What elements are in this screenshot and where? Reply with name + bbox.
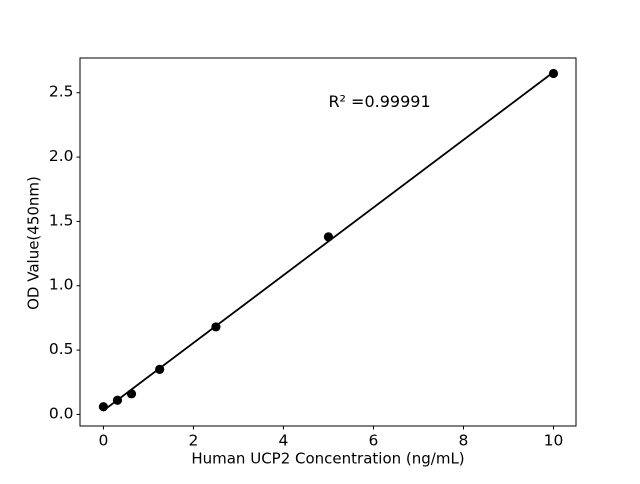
data-point [126,389,137,399]
plot-frame [79,57,577,427]
x-tick-label: 6 [369,432,379,450]
data-point [548,68,559,79]
y-tick-label: 0.5 [49,340,74,358]
x-tick-label: 8 [459,432,469,450]
data-point [98,402,109,412]
y-tick-label: 2.5 [49,83,74,101]
x-tick-label: 0 [98,432,108,450]
x-tick-label: 2 [188,432,198,450]
x-tick-label: 10 [544,432,564,450]
data-point [211,322,221,332]
data-point [112,395,123,405]
r-squared-annotation: R² =0.99991 [328,92,430,111]
data-point [323,232,334,242]
y-tick-label: 1.0 [49,276,74,294]
y-tick-label: 2.0 [49,147,74,165]
y-tick-label: 0.0 [49,404,74,422]
y-axis-label: OD Value(450nm) [25,176,43,310]
y-tick-label: 1.5 [49,211,74,229]
x-axis-label: Human UCP2 Concentration (ng/mL) [191,450,464,468]
data-point [155,364,165,374]
x-tick-label: 4 [279,432,289,450]
